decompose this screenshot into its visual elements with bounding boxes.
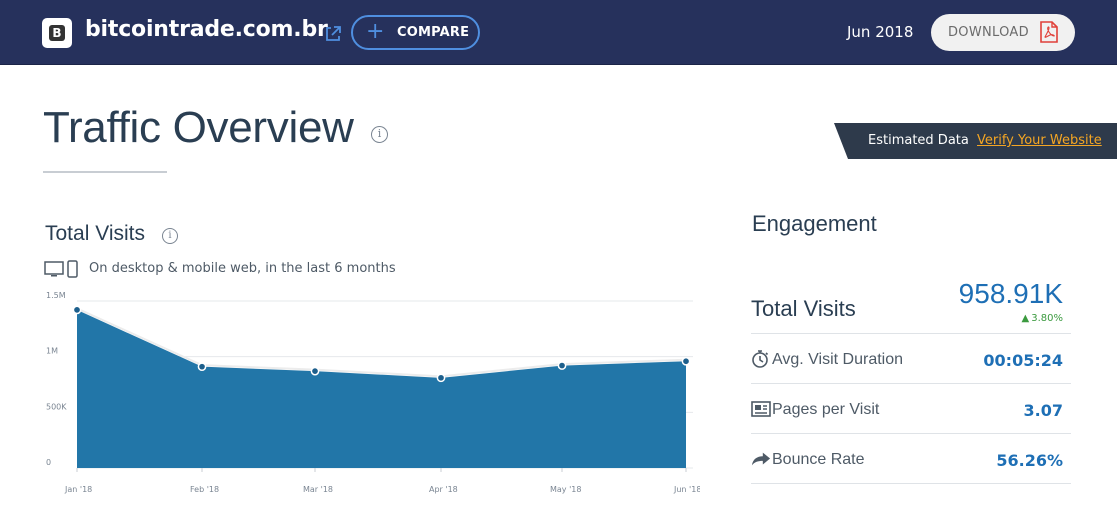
x-tick-label: Jun '18 xyxy=(673,485,700,494)
engagement-title: Engagement xyxy=(752,211,877,236)
x-tick-label: May '18 xyxy=(550,485,581,494)
pages-per-visit-label: Pages per Visit xyxy=(772,401,880,418)
site-favicon: B xyxy=(42,18,72,48)
bounce-arrow-icon xyxy=(751,452,771,466)
x-tick-label: Mar '18 xyxy=(303,485,333,494)
x-tick-label: Feb '18 xyxy=(190,485,219,494)
bounce-rate-value: 56.26% xyxy=(996,451,1063,470)
desktop-mobile-icon xyxy=(44,260,78,278)
total-visits-title: Total Visits xyxy=(45,222,145,245)
engagement-total-visits-label: Total Visits xyxy=(751,296,856,321)
title-underline xyxy=(43,171,167,173)
chart-marks xyxy=(72,305,691,383)
up-arrow-icon: ▲ xyxy=(1021,313,1030,324)
pages-icon xyxy=(751,401,771,417)
chart-labels: 0 500K 1M 1.5M Jan '18 Feb '18 Mar '18 Apr '18 M… xyxy=(46,291,700,494)
compare-button[interactable]: + COMPARE xyxy=(351,15,480,50)
estimated-data-label: Estimated Data xyxy=(868,133,969,148)
y-tick-label: 500K xyxy=(46,402,67,411)
visits-line xyxy=(76,307,687,378)
site-favicon-letter: B xyxy=(49,25,65,41)
date-selector[interactable]: Jun 2018 xyxy=(847,23,914,41)
visits-change-badge: ▲ 3.80% xyxy=(1022,313,1063,324)
y-tick-label: 1.5M xyxy=(46,291,66,300)
avg-visit-duration-label: Avg. Visit Duration xyxy=(772,351,904,368)
total-visits-chart: 0 500K 1M 1.5M Jan '18 Feb '18 Mar '18 Apr '18 M… xyxy=(46,291,700,494)
verify-website-link[interactable]: Verify Your Website xyxy=(977,133,1102,148)
pdf-icon xyxy=(1040,21,1058,43)
avg-visit-duration-value: 00:05:24 xyxy=(983,351,1063,370)
visits-area xyxy=(77,309,686,468)
external-link-icon[interactable] xyxy=(323,24,343,44)
y-tick-label: 1M xyxy=(46,347,58,356)
plus-icon: + xyxy=(366,19,385,44)
estimated-data-banner: Estimated Data Verify Your Website xyxy=(834,123,1117,159)
engagement-row-duration: Avg. Visit Duration 00:05:24 xyxy=(751,334,1071,384)
page-title: Traffic Overview xyxy=(43,103,354,152)
data-point xyxy=(72,305,82,315)
top-bar: B bitcointrade.com.br + COMPARE Jun 2018… xyxy=(0,0,1117,65)
total-visits-info-icon[interactable]: i xyxy=(162,228,178,244)
data-point xyxy=(681,356,691,366)
engagement-total-visits-value: 958.91K xyxy=(958,278,1063,309)
download-button[interactable]: DOWNLOAD xyxy=(931,14,1075,51)
download-button-label: DOWNLOAD xyxy=(948,25,1029,40)
x-tick-label: Jan '18 xyxy=(64,485,92,494)
total-visits-subtitle: On desktop & mobile web, in the last 6 m… xyxy=(89,261,396,276)
x-tick-label: Apr '18 xyxy=(429,485,458,494)
pages-per-visit-value: 3.07 xyxy=(1023,401,1063,420)
data-point xyxy=(557,361,567,370)
data-point xyxy=(436,373,446,383)
engagement-row-pages: Pages per Visit 3.07 xyxy=(751,384,1071,434)
stopwatch-icon xyxy=(752,350,769,368)
visits-change-value: 3.80% xyxy=(1031,313,1063,324)
bounce-rate-label: Bounce Rate xyxy=(772,451,865,468)
site-name[interactable]: bitcointrade.com.br xyxy=(85,17,328,42)
data-point xyxy=(197,362,207,372)
data-point xyxy=(310,366,320,376)
engagement-row-bounce: Bounce Rate 56.26% xyxy=(751,434,1071,484)
chart-area-group xyxy=(76,307,687,468)
engagement-total-visits-row: Total Visits 958.91K ▲ 3.80% xyxy=(751,270,1071,334)
y-tick-label: 0 xyxy=(46,458,51,467)
compare-button-label: COMPARE xyxy=(397,25,470,40)
info-icon[interactable]: i xyxy=(371,126,388,143)
